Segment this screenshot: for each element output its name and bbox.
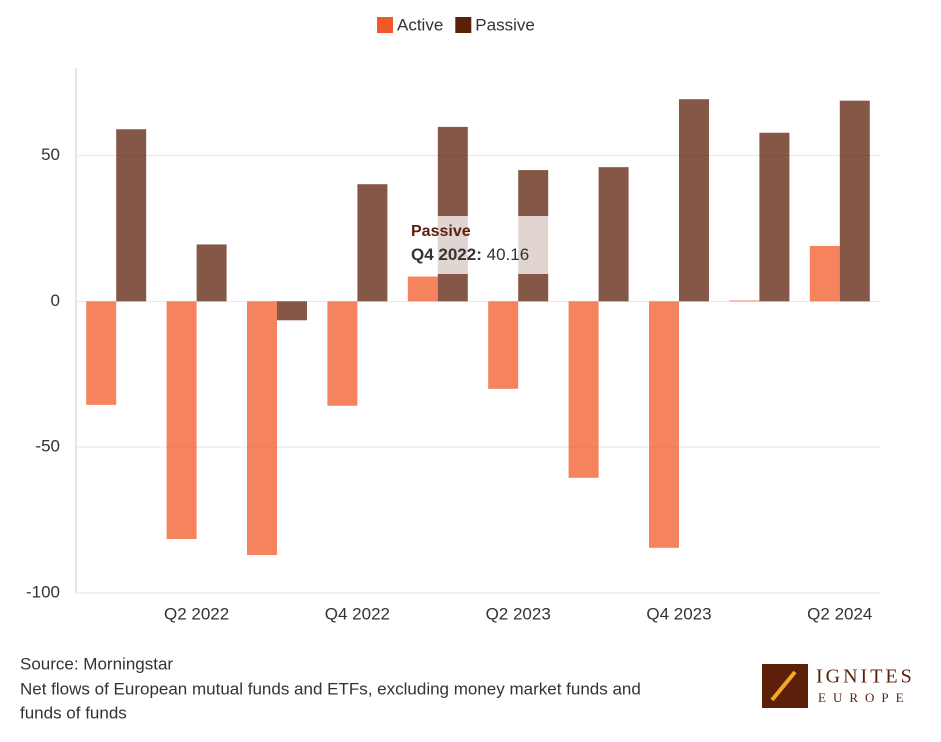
bar [488, 301, 519, 389]
y-tick-label: 0 [51, 291, 60, 310]
logo-bottom: EUROPE [818, 690, 911, 705]
y-tick-label: 50 [41, 145, 60, 164]
bar [357, 184, 388, 302]
y-tick-label: -100 [26, 582, 60, 601]
legend-label: Passive [475, 15, 535, 34]
bar [407, 276, 438, 302]
x-tick-label: Q2 2024 [807, 604, 872, 623]
logo-match [770, 670, 797, 702]
bar [759, 132, 790, 302]
tooltip-series: Passive [411, 223, 471, 240]
x-tick-label: Q2 2023 [486, 604, 551, 623]
x-tick-label: Q2 2022 [164, 604, 229, 623]
legend-label: Active [397, 15, 443, 34]
bar [568, 301, 599, 478]
tooltip: Passive Q4 2022: 40.16 [402, 216, 558, 274]
tooltip-category: Q4 2022 [411, 245, 476, 264]
legend-swatch [455, 17, 472, 33]
tooltip-text: Q4 2022: 40.16 [411, 245, 529, 264]
bar [839, 100, 870, 302]
bar [166, 301, 197, 540]
bar [649, 301, 679, 548]
bar [729, 300, 760, 302]
bar [247, 301, 277, 556]
bar [437, 126, 468, 302]
bar [196, 244, 227, 302]
x-tick-label: Q4 2022 [325, 604, 390, 623]
tooltip-value: 40.16 [487, 245, 530, 264]
legend-swatch [377, 17, 393, 33]
tooltip-box [402, 216, 558, 274]
note-line: funds of funds [20, 703, 127, 722]
bar [598, 167, 629, 302]
logo: IGNITES EUROPE [762, 664, 915, 708]
bar [277, 301, 307, 321]
logo-top: IGNITES [816, 666, 915, 688]
bar [327, 301, 358, 406]
bar [679, 99, 709, 302]
x-tick-label: Q4 2023 [646, 604, 711, 623]
y-tick-label: -50 [35, 437, 60, 456]
bar [86, 301, 117, 405]
bar [809, 245, 840, 302]
source: Source: Morningstar [20, 654, 173, 673]
note-line: Net flows of European mutual funds and E… [20, 679, 641, 698]
bar [116, 129, 147, 302]
